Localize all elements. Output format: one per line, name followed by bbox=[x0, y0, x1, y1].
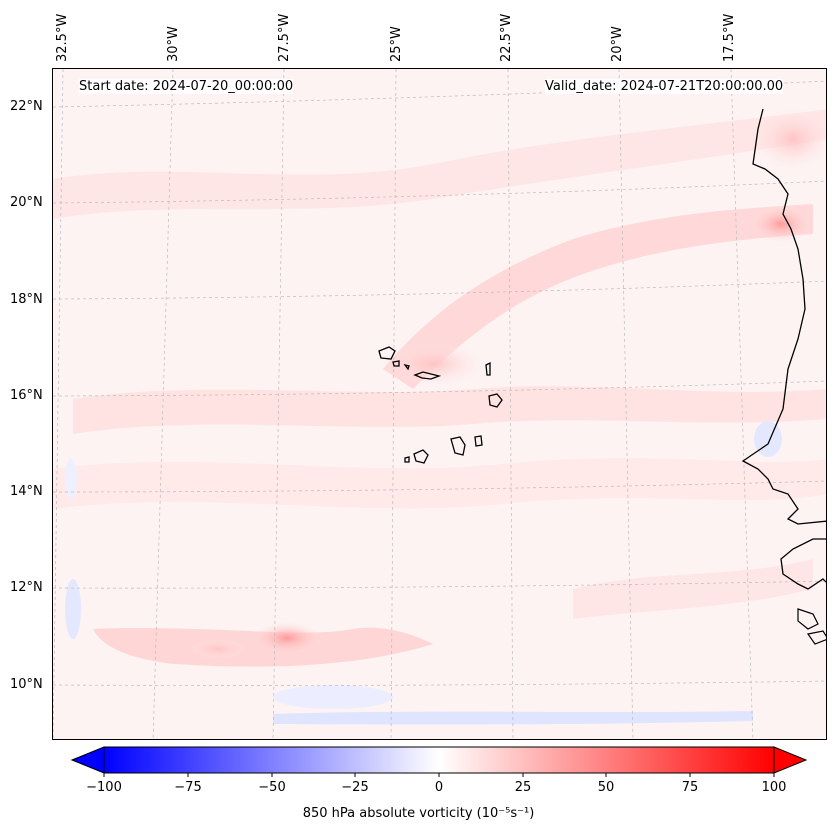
vorticity-band-eastern bbox=[573, 559, 813, 619]
santiago bbox=[450, 436, 466, 456]
bissagos-islands bbox=[797, 608, 826, 645]
vorticity-max-northeast bbox=[753, 109, 826, 169]
vorticity-band-mid bbox=[73, 386, 826, 434]
lat-label-22n: 22°N bbox=[10, 99, 43, 114]
fogo bbox=[413, 449, 429, 464]
brava bbox=[404, 456, 410, 463]
cape-verde-islands bbox=[378, 346, 503, 464]
negative-blob-south-central bbox=[273, 685, 393, 709]
sal bbox=[485, 361, 491, 376]
colorbar-tick-25: 25 bbox=[514, 780, 532, 795]
africa-coastline-south bbox=[780, 538, 826, 590]
map-canvas bbox=[53, 69, 826, 739]
lon-label-32-5w: 32.5°W bbox=[55, 13, 70, 62]
colorbar bbox=[70, 746, 808, 777]
lat-label-18n: 18°N bbox=[10, 292, 43, 307]
negative-blob-west-north bbox=[65, 459, 77, 499]
lat-label-10n: 10°N bbox=[10, 677, 43, 692]
colorbar-gradient bbox=[103, 746, 775, 774]
colorbar-tick-neg100: −100 bbox=[86, 780, 122, 795]
colorbar-tick-0: 0 bbox=[434, 780, 444, 795]
lon-label-27-5w: 27.5°W bbox=[277, 13, 292, 62]
lon-label-17-5w: 17.5°W bbox=[722, 13, 737, 62]
vorticity-band-north bbox=[53, 109, 826, 219]
colorbar-tick-50: 50 bbox=[597, 780, 615, 795]
colorbar-label: 850 hPa absolute vorticity (10⁻⁵s⁻¹) bbox=[302, 806, 535, 821]
colorbar-tick-100: 100 bbox=[761, 780, 787, 795]
santa-luzia bbox=[403, 363, 410, 371]
sao-vicente bbox=[392, 360, 400, 367]
colorbar-tick-neg75: −75 bbox=[174, 780, 202, 795]
vorticity-max-coast bbox=[751, 206, 811, 242]
vorticity-map bbox=[52, 68, 827, 740]
santo-antao bbox=[378, 346, 396, 360]
lon-label-20w: 20°W bbox=[610, 26, 625, 62]
valid-date-label: Valid_date: 2024-07-21T20:00:00.00 bbox=[545, 79, 784, 94]
parallel-gridlines bbox=[53, 80, 826, 686]
boa-vista bbox=[488, 393, 503, 408]
colorbar-tick-neg25: −25 bbox=[341, 780, 369, 795]
lon-label-25w: 25°W bbox=[389, 26, 404, 62]
start-date-label: Start date: 2024-07-20_00:00:00 bbox=[79, 79, 294, 94]
negative-blob-coast bbox=[754, 421, 782, 457]
colorbar-ticks bbox=[103, 773, 775, 777]
sao-nicolau bbox=[413, 371, 442, 380]
vorticity-band-central bbox=[53, 458, 826, 509]
lon-label-30w: 30°W bbox=[166, 26, 181, 62]
colorbar-tick-75: 75 bbox=[681, 780, 699, 795]
vorticity-max-islands bbox=[383, 342, 483, 386]
lat-label-12n: 12°N bbox=[10, 580, 43, 595]
maio bbox=[474, 435, 483, 447]
colorbar-tick-neg50: −50 bbox=[258, 780, 286, 795]
lat-label-14n: 14°N bbox=[10, 484, 43, 499]
meridian-gridlines bbox=[53, 69, 754, 739]
colorbar-right-extend bbox=[773, 746, 808, 774]
lat-label-16n: 16°N bbox=[10, 388, 43, 403]
vorticity-max-south bbox=[253, 622, 321, 654]
lon-label-22-5w: 22.5°W bbox=[499, 13, 514, 62]
negative-blob-west bbox=[65, 579, 81, 639]
lat-label-20n: 20°N bbox=[10, 195, 43, 210]
vorticity-max-southwest bbox=[188, 639, 248, 659]
colorbar-left-extend bbox=[70, 746, 105, 774]
africa-coastline bbox=[741, 108, 826, 525]
